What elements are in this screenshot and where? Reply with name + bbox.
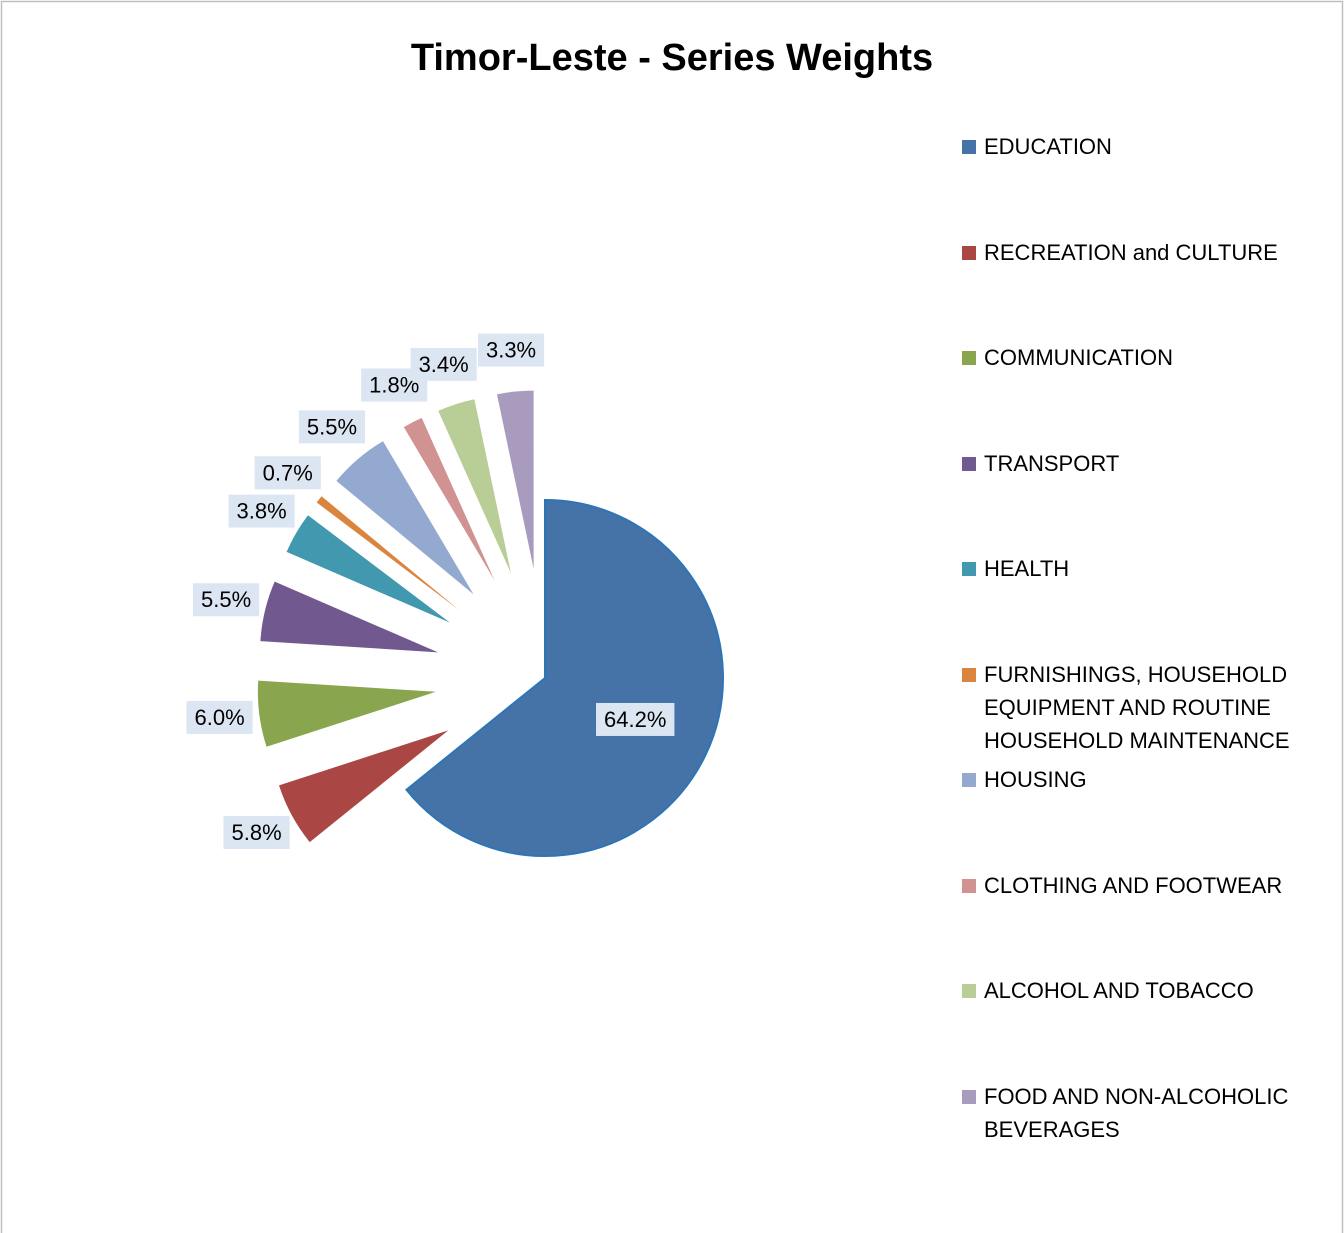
legend-swatch: [962, 245, 976, 260]
data-label-box: [223, 816, 290, 850]
legend-item: HOUSING: [962, 763, 1302, 796]
data-label-box: [186, 700, 253, 734]
legend-swatch: [962, 1089, 976, 1104]
data-label-box: [477, 333, 545, 367]
pie-slice: [405, 498, 724, 857]
legend-label: ALCOHOL AND TOBACCO: [984, 978, 1254, 1003]
data-label: 5.5%: [201, 587, 251, 612]
legend-swatch: [962, 667, 976, 682]
data-label: 64.2%: [604, 707, 666, 732]
pie-slice: [316, 496, 459, 610]
data-label: 6.0%: [195, 705, 245, 730]
data-label: 3.8%: [237, 499, 287, 524]
legend-label: RECREATION and CULTURE: [984, 239, 1278, 265]
pie-slice: [257, 680, 436, 747]
pie-slice: [438, 399, 512, 574]
data-label: 5.5%: [307, 414, 357, 439]
data-label-box: [228, 494, 295, 528]
pie-slice: [336, 441, 474, 595]
legend-swatch: [962, 140, 976, 154]
legend-label: CLOTHING AND FOOTWEAR: [984, 872, 1283, 898]
data-label-box: [298, 410, 366, 444]
pie-slice: [403, 417, 495, 581]
legend-item: ALCOHOL AND TOBACCO: [962, 974, 1302, 1007]
legend-item: COMMUNICATION: [962, 341, 1302, 374]
legend-swatch: [962, 456, 976, 471]
legend-swatch: [962, 562, 976, 576]
data-label: 3.4%: [419, 352, 469, 377]
data-label-box: [596, 702, 675, 736]
data-label: 0.7%: [263, 460, 313, 485]
legend-item: CLOTHING AND FOOTWEAR: [962, 869, 1302, 902]
legend-label: HOUSING: [984, 767, 1087, 792]
data-label-box: [192, 583, 260, 617]
legend-label: HEALTH: [984, 556, 1070, 581]
legend-item: HEALTH: [962, 552, 1302, 585]
legend-swatch: [962, 984, 976, 998]
data-label: 3.3%: [486, 338, 536, 363]
data-label-box: [254, 456, 321, 490]
legend-swatch: [962, 878, 976, 893]
legend-label: FURNISHINGS, HOUSEHOLD EQUIPMENT AND ROU…: [984, 661, 1290, 753]
legend-swatch: [962, 773, 976, 787]
legend-label: COMMUNICATION: [984, 345, 1174, 370]
pie-slice: [286, 515, 450, 623]
legend-swatch: [962, 351, 976, 365]
legend-item: EDUCATION: [962, 130, 1302, 163]
pie-slice: [496, 390, 534, 569]
legend-label: EDUCATION: [984, 134, 1112, 159]
legend-label: FOOD AND NON-ALCOHOLIC BEVERAGES: [984, 1083, 1289, 1142]
data-label: 5.8%: [232, 820, 282, 845]
chart-title: Timor-Leste - Series Weights: [411, 37, 933, 79]
legend-item: FOOD AND NON-ALCOHOLIC BEVERAGES: [962, 1080, 1302, 1146]
legend-item: RECREATION and CULTURE: [962, 236, 1302, 269]
legend-item: TRANSPORT: [962, 447, 1302, 480]
legend-label: TRANSPORT: [984, 450, 1120, 476]
legend-item: FURNISHINGS, HOUSEHOLD EQUIPMENT AND ROU…: [962, 658, 1302, 757]
pie-slice: [278, 730, 449, 843]
data-label-box: [410, 347, 477, 381]
pie-slice: [260, 581, 439, 653]
